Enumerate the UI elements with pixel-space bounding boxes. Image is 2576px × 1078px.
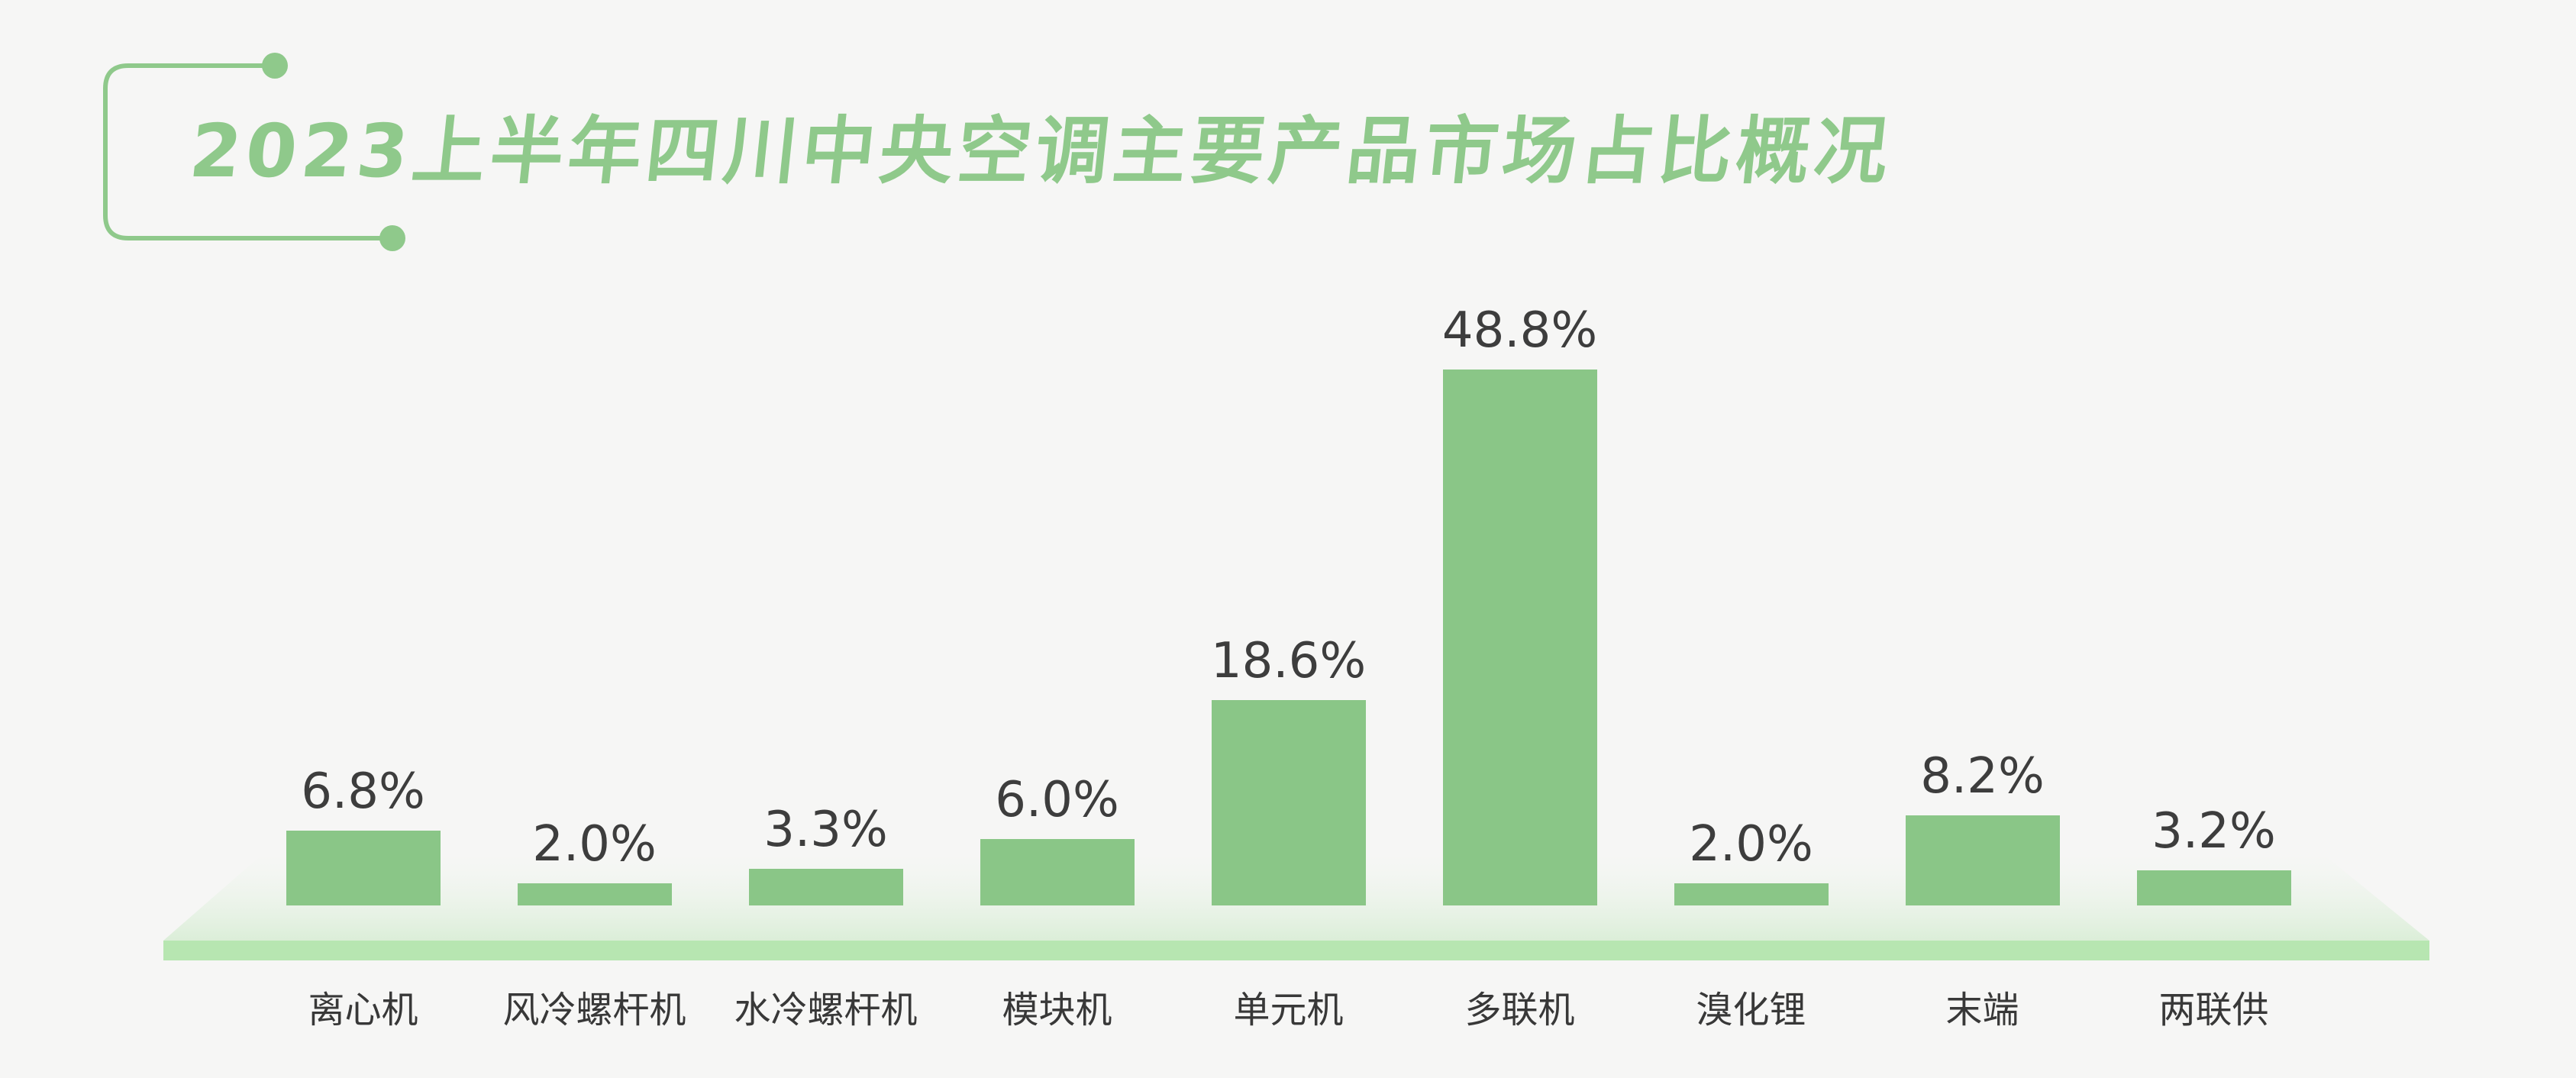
bar-value-label: 48.8% [1441,302,1598,359]
bar-slot: 48.8% [1404,302,1635,905]
bar [1905,815,2060,905]
bar [517,883,672,905]
bracket-dot-top [262,53,288,79]
category-label: 风冷螺杆机 [502,989,686,1031]
category-label: 水冷螺杆机 [734,989,918,1031]
bar-value-label: 6.0% [995,772,1119,828]
category-label: 溴化锂 [1696,989,1806,1031]
bar [980,839,1135,905]
bar-slot: 2.0% [1635,302,1867,905]
bracket-line [103,63,391,240]
bar [2136,870,2291,905]
bars-row: 6.8% 2.0% 3.3% 6.0% 18.6% 48.8% 2.0% 8.2% 3.2% [247,302,2329,905]
category-label: 末端 [1945,989,2019,1031]
category-label: 离心机 [308,989,418,1031]
bar [1442,370,1597,905]
category-label: 模块机 [1002,989,1112,1031]
bar-slot: 18.6% [1173,302,1404,905]
category-label: 两联供 [2158,989,2269,1031]
page-title: 2023上半年四川中央空调主要产品市场占比概况 [186,108,1897,194]
bar [1211,700,1366,905]
bar-slot: 3.3% [710,302,941,905]
platform-front-edge [163,941,2429,960]
category-label: 多联机 [1464,989,1575,1031]
bar-slot: 6.0% [941,302,1173,905]
bar-value-label: 2.0% [1689,816,1813,873]
bar-slot: 2.0% [479,302,710,905]
bracket-dot-bottom [379,225,405,251]
category-labels-row: 离心机 风冷螺杆机 水冷螺杆机 模块机 单元机 多联机 溴化锂 末端 两联供 [247,980,2329,1033]
bar-value-label: 18.6% [1210,633,1367,689]
bar-value-label: 3.2% [2152,803,2276,860]
bar-value-label: 6.8% [301,763,425,820]
bar [286,831,441,905]
bar-slot: 8.2% [1867,302,2098,905]
bar-value-label: 2.0% [532,816,657,873]
title-bracket-decoration [103,53,405,251]
bar-slot: 6.8% [247,302,479,905]
bar [748,869,903,905]
category-label: 单元机 [1233,989,1344,1031]
bar-value-label: 3.3% [763,802,888,858]
bar [1674,883,1829,905]
bar-slot: 3.2% [2098,302,2329,905]
bar-value-label: 8.2% [1920,748,2045,805]
